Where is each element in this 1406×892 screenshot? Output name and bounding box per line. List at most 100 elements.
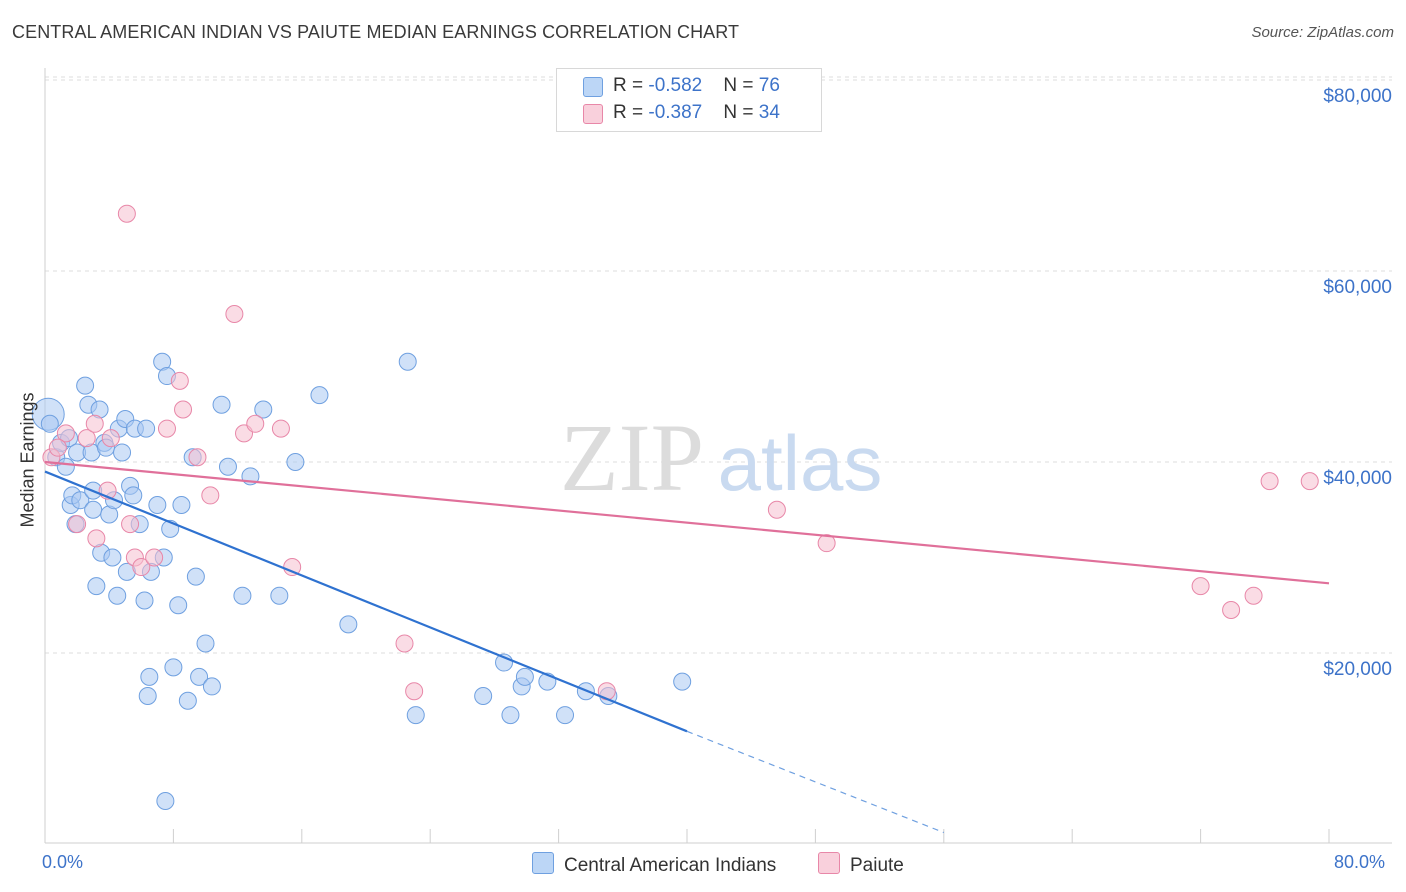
series-central-american-indians	[31, 352, 692, 811]
x-axis-min-label: 0.0%	[42, 852, 84, 872]
data-point	[87, 529, 106, 548]
y-axis-label: Median Earnings	[17, 392, 38, 528]
watermark: ZIP atlas	[560, 404, 882, 511]
data-point	[233, 586, 252, 605]
data-point	[84, 500, 103, 519]
data-point	[56, 457, 75, 476]
y-tick-label: $20,000	[1323, 659, 1392, 680]
legend-n-label: N =	[723, 102, 759, 123]
data-point	[271, 419, 290, 438]
data-point	[501, 706, 520, 725]
data-point	[186, 567, 205, 586]
data-point	[113, 443, 132, 462]
data-point	[395, 634, 414, 653]
bottom-legend-swatch-blue	[532, 852, 554, 874]
data-point	[103, 548, 122, 567]
data-point	[77, 429, 96, 448]
data-point	[85, 414, 104, 433]
legend-swatch-blue	[583, 77, 603, 97]
data-point	[767, 500, 786, 519]
trend-lines	[44, 460, 1330, 834]
data-point	[170, 371, 189, 390]
data-point	[218, 457, 237, 476]
legend-r-label: R =	[613, 75, 649, 96]
data-point	[673, 672, 692, 691]
data-point	[178, 691, 197, 710]
data-point	[190, 667, 209, 686]
data-point	[145, 548, 164, 567]
legend-n-value: 34	[758, 102, 780, 123]
data-point	[172, 495, 191, 514]
data-point	[117, 204, 136, 223]
legend-r-value: -0.582	[648, 75, 703, 96]
chart-title: CENTRAL AMERICAN INDIAN VS PAIUTE MEDIAN…	[12, 22, 740, 42]
data-point	[286, 453, 305, 471]
stats-legend: R = -0.582 N = 76 R = -0.387 N = 34	[556, 68, 822, 132]
y-tick-label: $60,000	[1323, 277, 1392, 298]
data-point	[225, 304, 244, 323]
data-point	[556, 706, 575, 725]
watermark-zip: ZIP	[560, 404, 704, 511]
data-point	[71, 491, 90, 510]
data-point	[1300, 472, 1319, 491]
data-point	[121, 515, 140, 534]
data-point	[398, 352, 417, 371]
legend-swatch-pink	[583, 104, 603, 124]
bottom-legend-blue[interactable]: Central American Indians	[532, 852, 776, 877]
data-point	[339, 615, 358, 634]
data-point	[169, 596, 188, 615]
chart-source: Source: ZipAtlas.com	[1251, 24, 1394, 41]
data-point	[1222, 601, 1241, 620]
data-point	[270, 586, 289, 605]
data-point	[254, 400, 273, 419]
legend-r-label: R =	[613, 102, 649, 123]
data-point	[174, 400, 193, 419]
data-point	[246, 414, 265, 433]
data-point	[135, 591, 154, 610]
data-point	[56, 424, 75, 443]
data-point	[138, 686, 157, 705]
legend-r-value: -0.387	[648, 102, 703, 123]
data-point	[1191, 577, 1210, 596]
bottom-legend-label: Paiute	[850, 855, 904, 876]
data-point	[406, 706, 425, 725]
data-point	[1260, 472, 1279, 491]
gridlines	[45, 76, 1392, 654]
y-tick-label: $40,000	[1323, 468, 1392, 489]
trend-line-blue-extension	[686, 730, 945, 834]
trend-line-blue	[44, 470, 688, 733]
data-point	[101, 429, 120, 448]
data-point	[68, 515, 87, 534]
data-point	[164, 658, 183, 677]
data-point	[202, 677, 221, 696]
data-point	[137, 419, 156, 438]
trend-line-pink	[44, 460, 1330, 585]
bottom-legend-pink[interactable]: Paiute	[818, 852, 904, 877]
y-tick-label: $80,000	[1323, 86, 1392, 107]
data-point	[140, 667, 159, 686]
data-point	[212, 395, 231, 414]
data-point	[201, 486, 220, 505]
legend-n-value: 76	[758, 75, 780, 96]
data-point	[310, 386, 329, 405]
data-point	[188, 448, 207, 467]
data-point	[817, 534, 836, 553]
data-point	[148, 495, 167, 514]
bottom-legend-swatch-pink	[818, 852, 840, 874]
legend-n-label: N =	[723, 75, 759, 96]
data-point	[515, 667, 534, 686]
data-point	[474, 686, 493, 705]
watermark-atlas: atlas	[718, 419, 883, 507]
data-point	[157, 419, 176, 438]
data-point	[40, 414, 59, 433]
data-point	[156, 792, 175, 811]
data-point	[132, 558, 151, 577]
data-point	[48, 438, 67, 457]
series-paiute	[42, 204, 1319, 701]
data-point	[196, 634, 215, 653]
data-point	[405, 682, 424, 701]
x-axis-max-label: 80.0%	[1334, 852, 1386, 872]
data-point	[1244, 586, 1263, 605]
data-point	[108, 586, 127, 605]
